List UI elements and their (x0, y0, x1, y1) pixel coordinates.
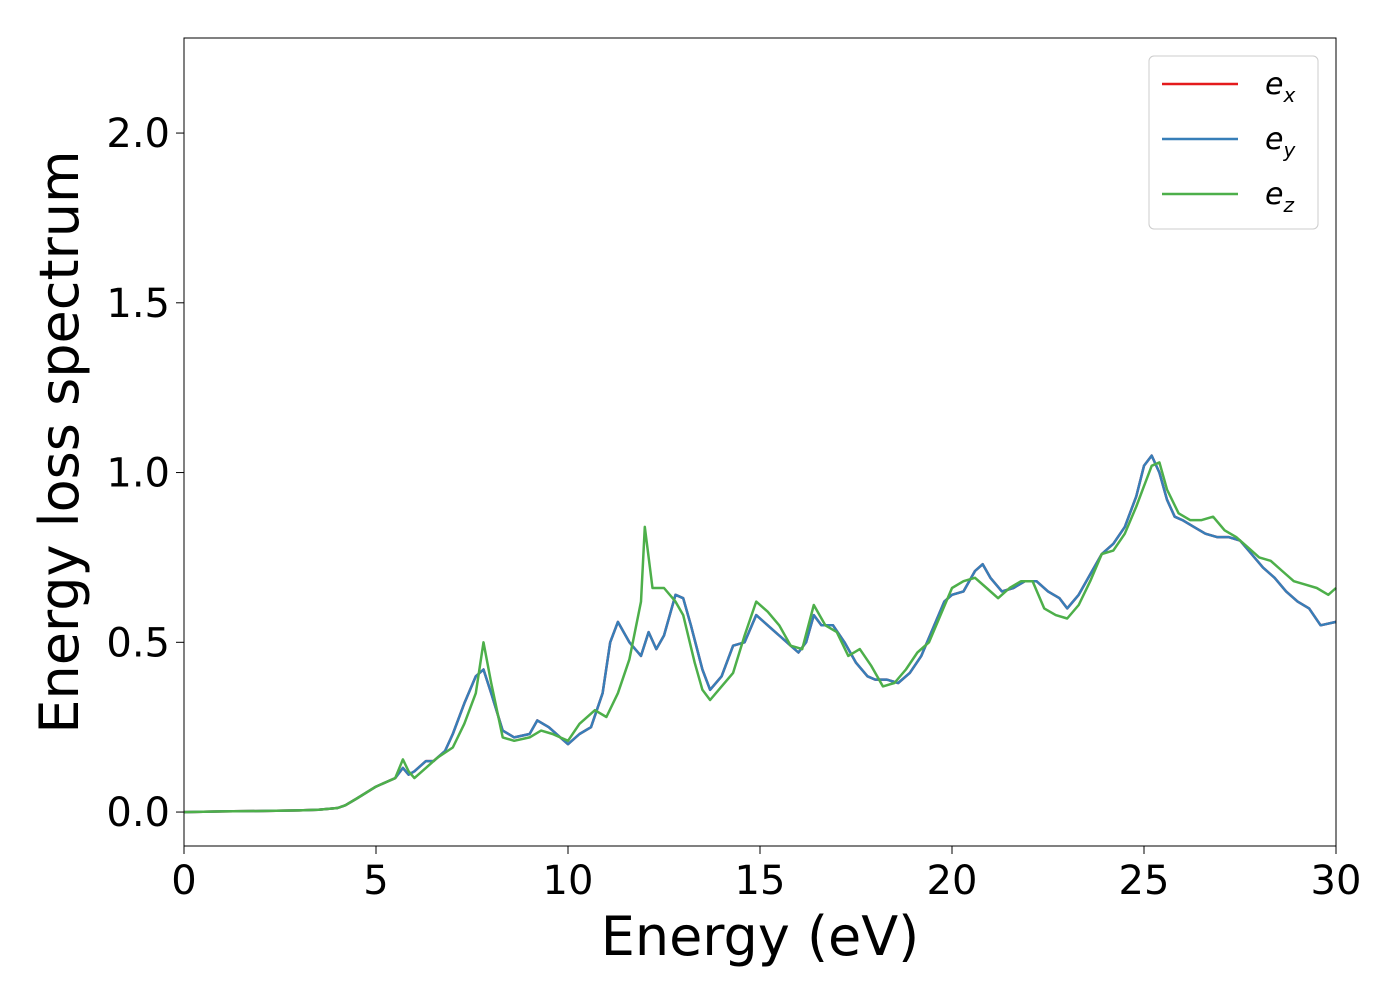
x-tick-label: 25 (1119, 858, 1170, 904)
x-tick-label: 30 (1311, 858, 1362, 904)
legend: ex ey ez (1148, 55, 1319, 230)
y-tick-label: 1.5 (106, 281, 170, 327)
x-axis: 0 5 10 15 20 25 30 (171, 846, 1361, 904)
y-tick-label: 0.5 (106, 620, 170, 666)
x-tick-label: 10 (543, 858, 594, 904)
x-tick-label: 0 (171, 858, 196, 904)
y-tick-label: 2.0 (106, 111, 170, 157)
legend-box (1148, 55, 1319, 230)
series-layer (183, 454, 1337, 814)
legend-label-y: ey (1265, 122, 1296, 162)
y-tick-label: 1.0 (106, 451, 170, 497)
x-tick-label: 15 (735, 858, 786, 904)
legend-label-x: ex (1265, 67, 1295, 107)
y-tick-label: 0.0 (106, 790, 170, 836)
series-line-z (183, 461, 1337, 814)
x-tick-label: 5 (363, 858, 388, 904)
legend-label-z: ez (1265, 177, 1294, 217)
y-axis-title: Energy loss spectrum (28, 150, 91, 733)
y-axis: 0.0 0.5 1.0 1.5 2.0 (106, 111, 184, 836)
x-tick-label: 20 (927, 858, 978, 904)
x-axis-title: Energy (eV) (601, 905, 920, 968)
